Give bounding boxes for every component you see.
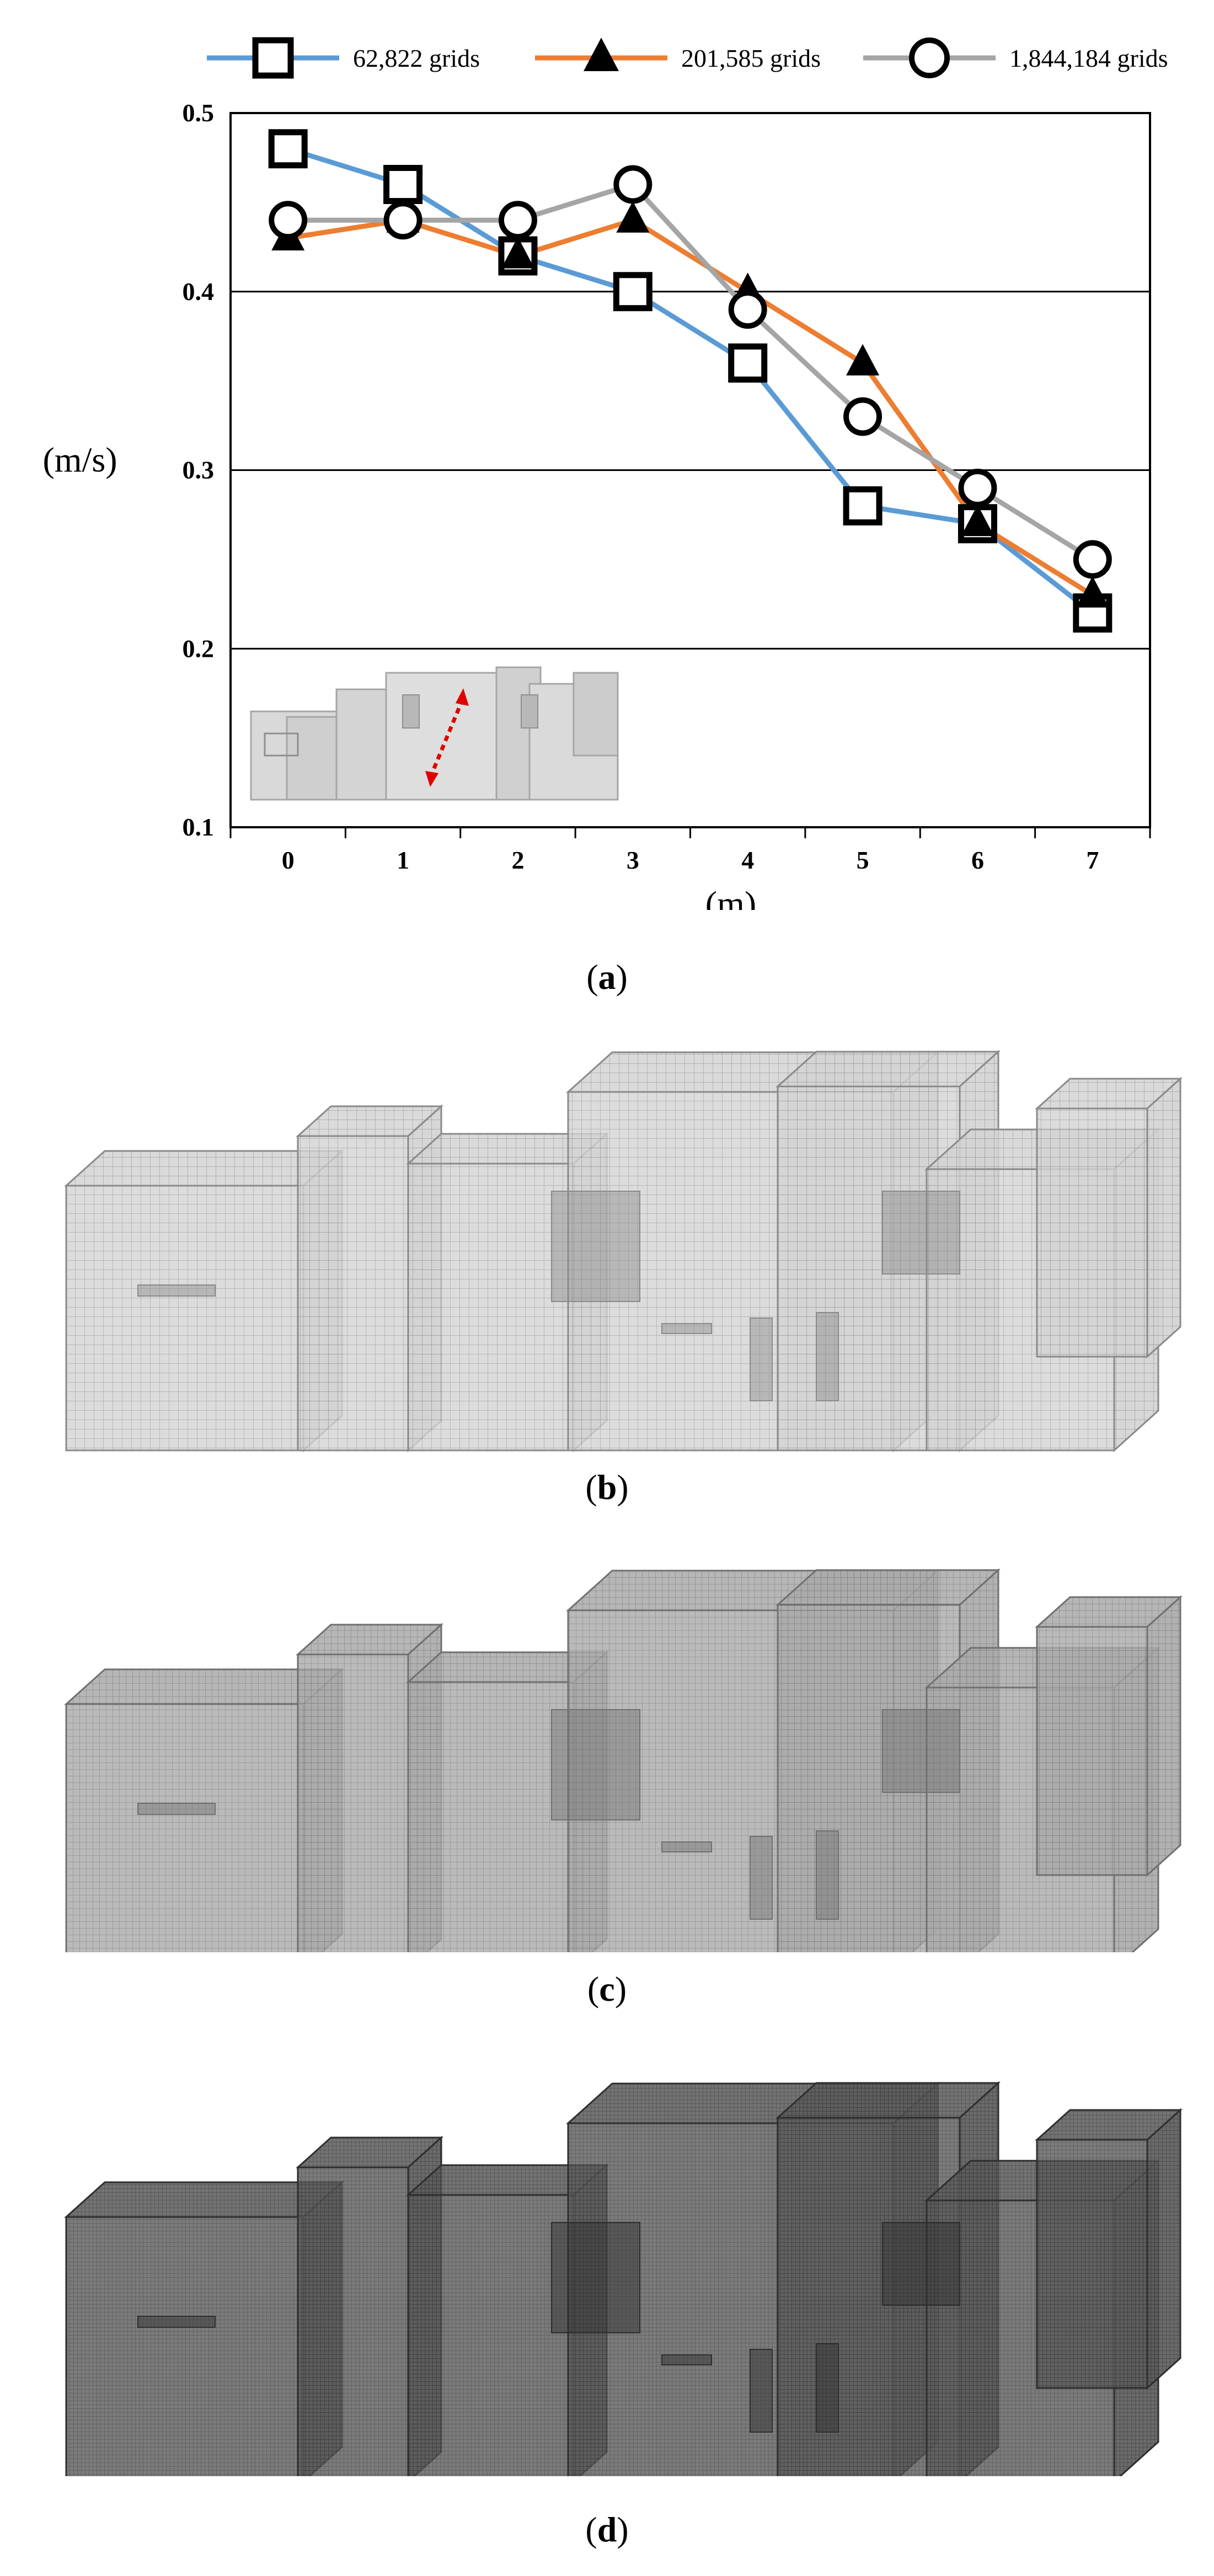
- legend-label: 1,844,184 grids: [1009, 44, 1168, 72]
- y-tick-label: 0.2: [183, 634, 215, 662]
- building-mesh: [64, 1049, 1183, 1453]
- mesh-block-front: [407, 1163, 575, 1452]
- mesh-interior-element: [137, 1803, 216, 1815]
- mesh-block-front: [407, 1681, 575, 1952]
- legend: 62,822 grids 201,585 grids 1,844,184 grids: [207, 37, 1168, 79]
- x-tick-label: 4: [741, 846, 754, 874]
- mesh-interior-element: [661, 1323, 712, 1334]
- mesh-interior-element: [551, 2222, 640, 2333]
- mesh-interior-element: [551, 1709, 640, 1820]
- caption-d-letter: d: [597, 2510, 617, 2549]
- x-tick-label: 1: [397, 846, 409, 874]
- x-tick-label: 6: [971, 846, 984, 874]
- series-3-point: [498, 201, 537, 240]
- mesh-block-front: [407, 2194, 575, 2476]
- x-tick-label: 0: [282, 846, 295, 874]
- building-inset-thumbnail: [250, 666, 619, 801]
- y-tick-label: 0.1: [183, 813, 215, 841]
- legend-marker-circle: [909, 38, 950, 78]
- mesh-interior-element: [816, 2343, 839, 2433]
- caption-a-letter: a: [598, 957, 616, 997]
- caption-b-open: (: [585, 1468, 597, 1507]
- y-tick-label: 0.5: [183, 99, 215, 127]
- series-1-point: [843, 486, 883, 526]
- mesh-block-side: [1146, 1595, 1181, 1877]
- caption-c-open: (: [587, 1969, 600, 2009]
- mesh-block-front: [1036, 1626, 1148, 1876]
- mesh-interior-element: [816, 1312, 839, 1401]
- caption-c: (c): [0, 1972, 1214, 2007]
- legend-marker-triangle: [584, 38, 619, 71]
- mesh-block-front: [65, 2216, 304, 2476]
- mesh-interior-element: [882, 2222, 960, 2306]
- x-tick-label: 7: [1086, 846, 1099, 874]
- mesh-block-front: [297, 1135, 409, 1452]
- legend-label: 62,822 grids: [353, 44, 480, 72]
- building-mesh: [64, 1568, 1183, 1952]
- mesh-interior-element: [137, 2316, 216, 2328]
- caption-c-close: ): [614, 1969, 627, 2009]
- caption-d-open: (: [585, 2510, 597, 2549]
- legend-label: 201,585 grids: [681, 44, 821, 72]
- mesh-interior-element: [661, 2354, 712, 2365]
- mesh-interior-element: [882, 1191, 960, 1274]
- y-tick-label: 0.4: [183, 277, 215, 306]
- series-2-point: [501, 237, 534, 269]
- mesh-figure-d: [64, 2081, 1183, 2476]
- mesh-interior-element: [137, 1284, 216, 1297]
- series-3-point: [958, 468, 997, 507]
- caption-d: (d): [0, 2512, 1214, 2547]
- mesh-block-side: [1146, 1077, 1181, 1359]
- series-1-point: [268, 129, 308, 169]
- mesh-interior-element: [750, 1836, 773, 1920]
- caption-c-letter: c: [599, 1969, 615, 2009]
- caption-b-letter: b: [597, 1468, 617, 1507]
- caption-b: (b): [0, 1470, 1214, 1505]
- mesh-block-front: [65, 1185, 304, 1452]
- series-1-point: [728, 343, 768, 383]
- series-3-point: [1073, 540, 1112, 579]
- mesh-interior-element: [551, 1191, 640, 1302]
- caption-a: (a): [0, 960, 1214, 995]
- series-2-point: [961, 505, 994, 537]
- x-tick-label: 2: [511, 846, 524, 874]
- mesh-figure-b: [64, 1049, 1183, 1453]
- mesh-block-front: [297, 1653, 409, 1952]
- x-tick-label: 5: [857, 846, 869, 874]
- series-3-point: [728, 290, 767, 329]
- mesh-block-side: [1146, 2108, 1181, 2390]
- series-line-2: [287, 217, 1094, 597]
- mesh-interior-element: [816, 1830, 839, 1920]
- plot-area: 0.1 0.2 0.3 0.4 0.5 0 1 2 3 4 5 6 7: [183, 99, 1151, 874]
- mesh-block-front: [297, 2166, 409, 2476]
- caption-a-close: ): [616, 957, 628, 997]
- mesh-block-front: [1036, 2139, 1148, 2389]
- series-3-point: [383, 201, 423, 240]
- y-axis-label: (m/s): [42, 440, 117, 479]
- caption-d-close: ): [617, 2510, 629, 2549]
- mesh-block-front: [1036, 1107, 1148, 1358]
- series-2-point: [616, 201, 650, 233]
- y-tick-label: 0.3: [183, 456, 215, 484]
- mesh-interior-element: [750, 2349, 773, 2433]
- series-3-point: [269, 201, 308, 240]
- grid-independence-chart: 62,822 grids 201,585 grids 1,844,184 grids…: [42, 37, 1168, 910]
- caption-a-open: (: [586, 957, 598, 997]
- legend-marker-square: [252, 37, 294, 79]
- series-1-point: [383, 165, 423, 204]
- mesh-figure-c: [64, 1568, 1183, 1952]
- mesh-interior-element: [661, 1841, 712, 1852]
- building-mesh: [64, 2081, 1183, 2476]
- x-axis-label: (m): [705, 884, 756, 910]
- x-tick-label: 3: [627, 846, 639, 874]
- series-2-point: [1076, 576, 1109, 608]
- mesh-block-front: [65, 1703, 304, 1952]
- series-3-point: [843, 397, 883, 436]
- series-2-point: [846, 344, 880, 376]
- caption-b-close: ): [617, 1468, 629, 1507]
- mesh-interior-element: [882, 1709, 960, 1793]
- series-3-point: [613, 165, 653, 204]
- mesh-interior-element: [750, 1318, 773, 1401]
- series-1-point: [613, 272, 653, 312]
